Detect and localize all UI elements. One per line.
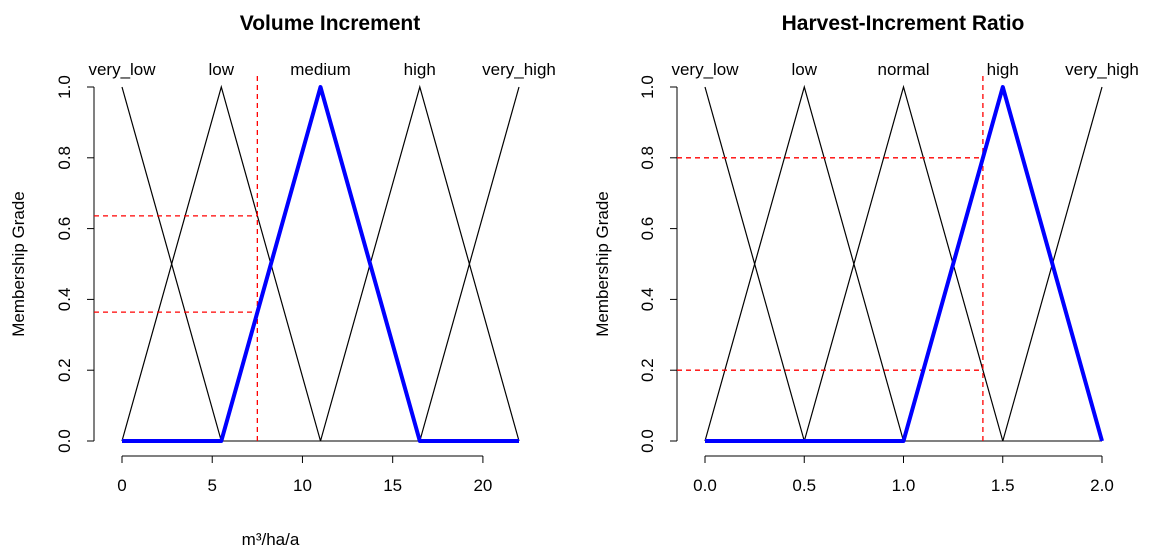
x-tick-label: 0.5: [792, 476, 816, 495]
y-axis-label: Membership Grade: [593, 191, 612, 337]
x-tick-label: 1.0: [892, 476, 916, 495]
membership-curve-high: [319, 84, 520, 442]
x-tick-label: 5: [207, 476, 216, 495]
harvest-increment-ratio-panel: Harvest-Increment Ratio very_low low normal…: [593, 12, 1139, 495]
highlighted-curve-medium: [122, 85, 519, 443]
volume-increment-panel: Volume Increment very_low low medium high ver…: [9, 12, 556, 549]
y-tick-label: 0.2: [55, 358, 74, 382]
y-tick-label: 0.6: [55, 217, 74, 241]
term-label-high: high: [404, 60, 436, 79]
membership-curve-low: [704, 84, 905, 442]
y-tick-label: 0.0: [638, 429, 657, 453]
x-tick-label: 15: [383, 476, 402, 495]
membership-curve-very-high: [419, 86, 520, 442]
x-tick-label: 20: [473, 476, 492, 495]
y-axis-label: Membership Grade: [9, 191, 28, 337]
term-label-low: low: [208, 60, 234, 79]
term-label-high: high: [987, 60, 1019, 79]
y-tick-label: 0.2: [638, 358, 657, 382]
term-label-very-low: very_low: [671, 60, 739, 79]
y-tick-label: 1.0: [55, 75, 74, 99]
y-tick-label: 0.6: [638, 217, 657, 241]
y-tick-label: 0.4: [638, 288, 657, 312]
x-tick-label: 0: [117, 476, 126, 495]
term-label-normal: normal: [878, 60, 930, 79]
y-tick-label: 0.4: [55, 288, 74, 312]
x-tick-label: 0.0: [693, 476, 717, 495]
x-tick-label: 1.5: [991, 476, 1015, 495]
y-tick-label: 0.0: [55, 429, 74, 453]
y-tick-label: 1.0: [638, 75, 657, 99]
x-tick-label: 2.0: [1090, 476, 1114, 495]
y-tick-label: 0.8: [55, 146, 74, 170]
term-label-very-high: very_high: [482, 60, 556, 79]
term-label-medium: medium: [290, 60, 350, 79]
membership-curve-low: [121, 84, 322, 442]
term-label-very-high: very_high: [1065, 60, 1139, 79]
term-label-low: low: [791, 60, 817, 79]
chart-title: Harvest-Increment Ratio: [782, 12, 1025, 35]
chart-title: Volume Increment: [240, 12, 421, 35]
x-tick-label: 10: [293, 476, 312, 495]
x-axis-label: m³/ha/a: [242, 530, 300, 549]
term-label-very-low: very_low: [88, 60, 156, 79]
membership-curve-normal: [803, 84, 1004, 442]
y-tick-label: 0.8: [638, 146, 657, 170]
highlighted-curve-high: [705, 85, 1104, 443]
